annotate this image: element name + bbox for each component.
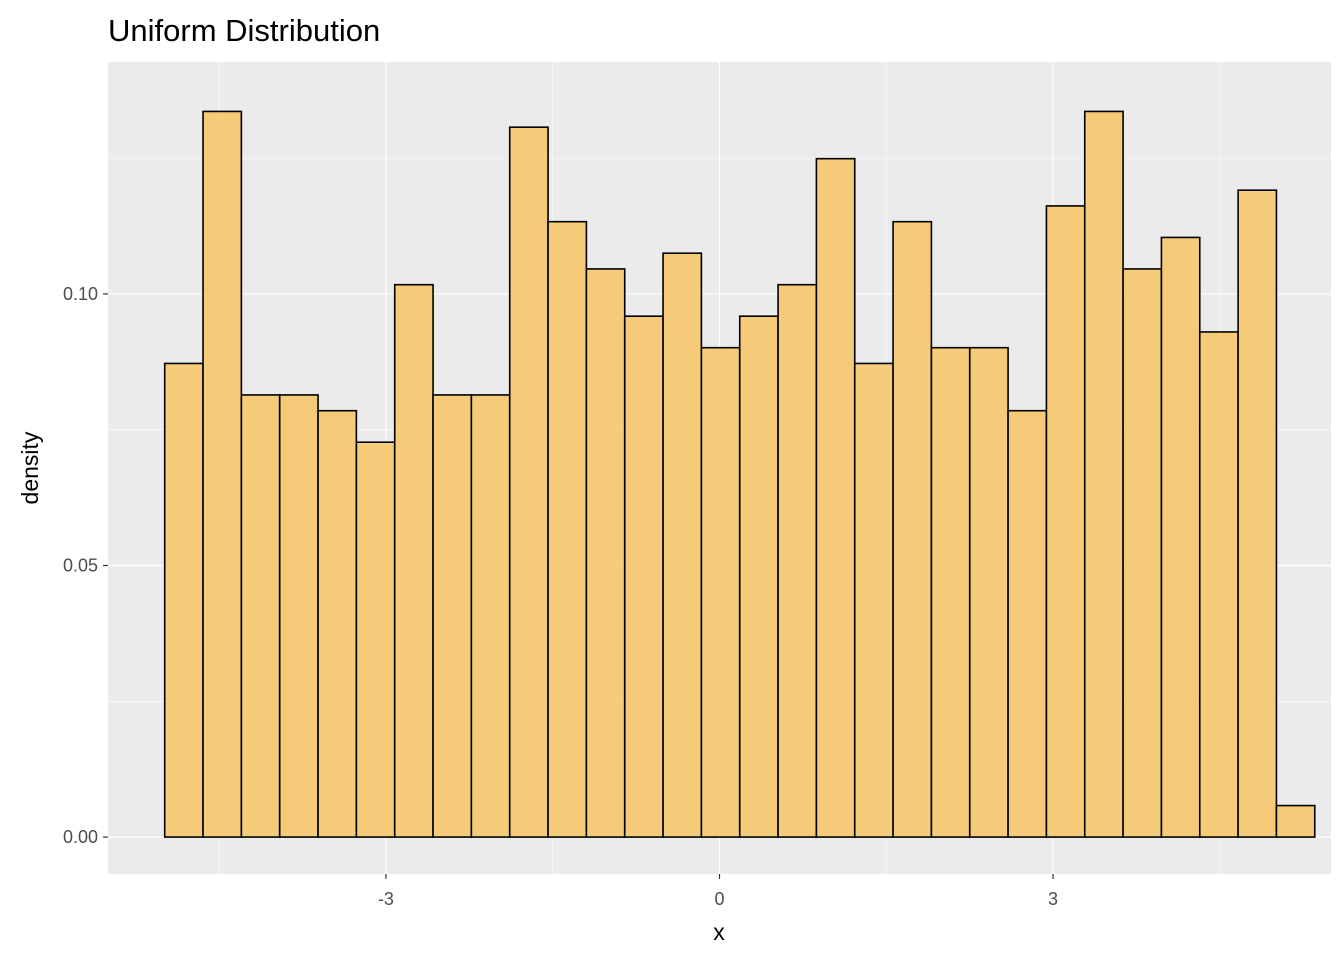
histogram-bar [278, 394, 319, 838]
histogram-bar [968, 346, 1009, 838]
histogram-bar [853, 362, 894, 838]
histogram-bar [1045, 205, 1086, 838]
histogram-bar [585, 268, 626, 838]
histogram-bar [1198, 331, 1239, 838]
histogram-bar [1275, 804, 1316, 838]
histogram-bar [662, 252, 703, 838]
x-tick-label: -3 [378, 889, 394, 909]
histogram-bar [432, 394, 473, 838]
histogram-bar [930, 346, 971, 838]
histogram-bar [1237, 189, 1278, 838]
y-axis: 0.00 0.05 0.10 [63, 284, 108, 847]
x-axis-title: x [713, 919, 725, 945]
y-tick-label: 0.05 [63, 555, 98, 575]
histogram-bar [470, 394, 511, 838]
histogram-bar [163, 362, 204, 838]
histogram-bar [202, 110, 243, 838]
histogram-bar [1007, 409, 1048, 838]
histogram-bar [547, 220, 588, 838]
histogram-bar [393, 283, 434, 838]
chart-title: Uniform Distribution [108, 13, 380, 48]
histogram-bar [892, 220, 933, 838]
histogram-bar [738, 315, 779, 838]
histogram-bar [508, 126, 549, 838]
histogram-bar [240, 394, 281, 838]
x-tick-label: 0 [714, 889, 724, 909]
histogram-bar [1160, 236, 1201, 838]
x-axis: -3 0 3 [378, 874, 1058, 909]
y-axis-title: density [17, 431, 43, 504]
histogram-bar [317, 409, 358, 838]
histogram-bar [777, 283, 818, 838]
histogram-bar [815, 157, 856, 838]
x-tick-label: 3 [1048, 889, 1058, 909]
histogram-bar [700, 346, 741, 838]
y-tick-label: 0.00 [63, 827, 98, 847]
histogram-bar [1122, 268, 1163, 838]
y-tick-label: 0.10 [63, 284, 98, 304]
histogram-bar [623, 315, 664, 838]
histogram-bar [355, 441, 396, 838]
histogram-bars [163, 110, 1316, 838]
histogram-bar [1083, 110, 1124, 838]
